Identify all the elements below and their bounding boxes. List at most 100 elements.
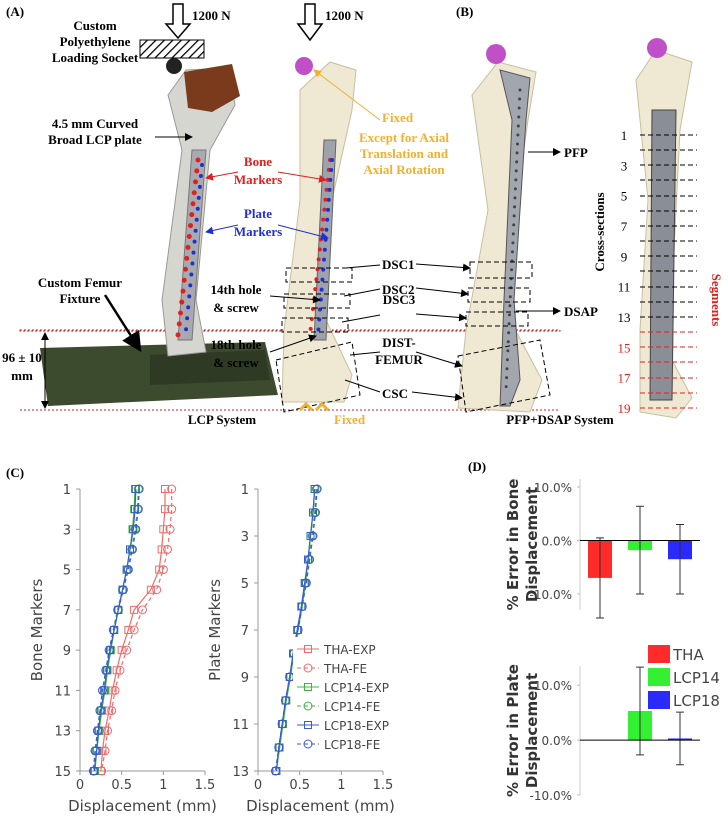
arrow xyxy=(416,352,462,366)
annotation: Polyethylene xyxy=(60,34,131,49)
leader xyxy=(345,380,380,392)
arrow xyxy=(416,288,468,294)
annotation: & screw xyxy=(213,300,259,315)
y-axis-title: Displacement xyxy=(523,487,541,602)
caption: PFP+DSAP System xyxy=(506,412,614,427)
annotation: Translation and xyxy=(360,146,449,161)
y-tick-label: 15 xyxy=(54,765,71,780)
annotation: Axial Rotation xyxy=(363,162,445,177)
y-tick-label: 11 xyxy=(232,718,249,733)
head-ball xyxy=(486,44,506,64)
x-axis-title: Displacement (mm) xyxy=(246,797,395,815)
legend-swatch xyxy=(648,668,670,686)
y-tick-label: 7 xyxy=(241,624,249,639)
annotation: 96 ± 10 xyxy=(2,350,42,365)
legend-label: LCP18 xyxy=(673,692,720,710)
legend-label: LCP14-EXP xyxy=(324,681,389,695)
x-tick-label: 0.5 xyxy=(111,778,132,793)
annotation: Custom xyxy=(73,18,117,33)
legend-swatch xyxy=(648,691,670,709)
annotation: 4.5 mm Curved xyxy=(52,116,139,131)
axis-title: Segments xyxy=(709,274,724,327)
annotation: Markers xyxy=(234,224,282,239)
head-ball xyxy=(647,38,667,58)
load-arrow xyxy=(298,4,322,40)
annotation: Except for Axial xyxy=(359,130,449,145)
annotation: Plate xyxy=(244,206,272,221)
panel-label: (C) xyxy=(6,465,24,480)
legend-label: THA-EXP xyxy=(323,643,376,657)
cross-section-label: 15 xyxy=(618,340,631,355)
y-tick-label: -10.0% xyxy=(530,789,572,803)
load-label: 1200 N xyxy=(325,8,364,23)
y-tick-label: 9 xyxy=(63,644,71,659)
x-tick-label: 0.5 xyxy=(289,778,310,793)
leader xyxy=(346,265,380,268)
legend-label: LCP14 xyxy=(673,669,720,687)
panel-label: (A) xyxy=(6,4,24,19)
annotation: DSC1 xyxy=(382,257,415,272)
cross-section-label: 5 xyxy=(621,189,628,204)
axis-title: Cross-sections xyxy=(592,192,607,271)
annotation: & screw xyxy=(213,355,259,370)
cross-section-label: 3 xyxy=(621,158,628,173)
y-tick-label: 5 xyxy=(241,577,249,592)
arrow xyxy=(416,264,470,268)
y-axis-title: Bone Markers xyxy=(28,579,46,682)
x-tick-label: 0 xyxy=(76,778,84,793)
x-tick-label: 0 xyxy=(254,778,262,793)
annotation: Custom Femur xyxy=(38,275,122,290)
legend-label: THA-FE xyxy=(323,662,367,676)
cross-section-labels: 135791113151719 xyxy=(618,128,632,416)
y-tick-label: 0.0% xyxy=(542,534,573,548)
annotation: Loading Socket xyxy=(52,50,139,65)
x-tick-label: 1.5 xyxy=(195,778,216,793)
annotation: DSAP xyxy=(564,304,598,319)
y-axis-title: Displacement xyxy=(523,673,541,788)
y-tick-label: 0.0% xyxy=(542,734,573,748)
annotation: 14th hole xyxy=(211,282,262,297)
head-ball xyxy=(295,57,313,75)
charts: 1357911131500.511.5Displacement (mm)Bone… xyxy=(6,459,720,815)
annotation: PFP xyxy=(564,145,588,160)
cross-section-label: 19 xyxy=(618,401,631,416)
legend-swatch xyxy=(648,645,670,663)
y-tick-label: 1 xyxy=(241,483,249,498)
legend-label: LCP18-EXP xyxy=(324,719,389,733)
arrow xyxy=(412,392,462,398)
socket-ball xyxy=(166,58,182,74)
y-tick-label: 13 xyxy=(232,765,249,780)
cross-section-label: 1 xyxy=(621,128,628,143)
y-tick-label: 7 xyxy=(63,604,71,619)
annotation: Fixture xyxy=(60,291,101,306)
y-tick-label: 3 xyxy=(241,530,249,545)
caption: LCP System xyxy=(188,412,256,427)
arrow xyxy=(416,314,466,318)
y-tick-label: 1 xyxy=(63,483,71,498)
legend-label: THA xyxy=(672,646,704,664)
x-tick-label: 1 xyxy=(337,778,345,793)
legend-label: LCP18-FE xyxy=(324,738,380,752)
figure: (A) 1200 N 1200 N Custom Polyethylene Lo… xyxy=(0,0,728,829)
x-tick-label: 1 xyxy=(159,778,167,793)
annotation: Markers xyxy=(234,172,282,187)
annotation: Fixed xyxy=(334,412,366,427)
y-axis-title: Plate Markers xyxy=(206,579,224,681)
cross-section-label: 11 xyxy=(618,280,631,295)
panel-label: (B) xyxy=(456,4,473,19)
annotation: CSC xyxy=(382,386,408,401)
y-axis-title: % Error in Bone xyxy=(504,479,522,611)
load-arrow xyxy=(166,4,190,38)
cross-section-label: 13 xyxy=(618,310,631,325)
y-tick-label: 13 xyxy=(54,725,71,740)
x-axis-title: Displacement (mm) xyxy=(68,797,217,815)
annotation: mm xyxy=(11,368,33,383)
y-tick-label: 9 xyxy=(241,671,249,686)
cross-section-label: 7 xyxy=(621,219,628,234)
annotation: Bone xyxy=(244,154,272,169)
cross-section-label: 9 xyxy=(621,249,628,264)
annotation: DSC2 xyxy=(382,282,415,297)
load-label: 1200 N xyxy=(192,8,231,23)
loading-socket xyxy=(140,40,204,58)
leader xyxy=(344,289,380,296)
